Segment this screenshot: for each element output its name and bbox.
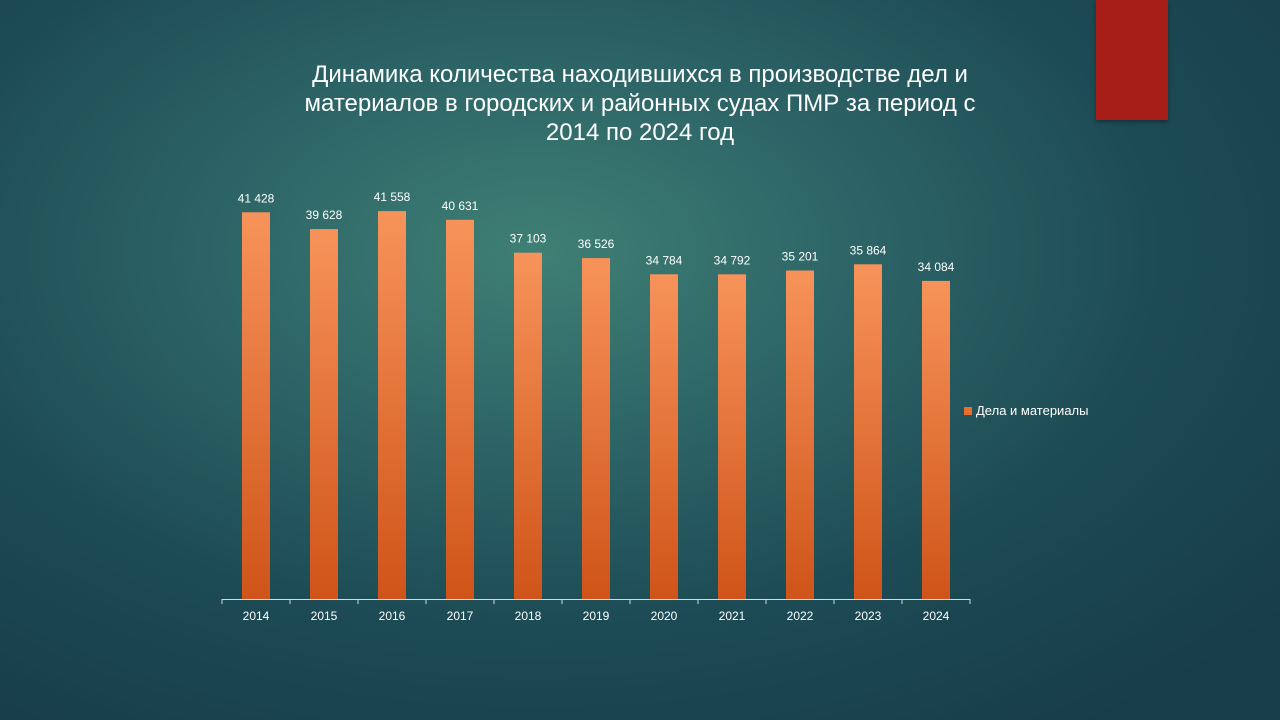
title-line-1: Динамика количества находившихся в произ…: [312, 61, 968, 88]
bar-2022: [786, 270, 814, 599]
bar-2017: [446, 219, 474, 600]
data-label-2024: 34 084: [918, 260, 955, 274]
bar-2020: [650, 274, 678, 599]
x-tick-label-2020: 2020: [651, 609, 678, 623]
x-tick-label-2014: 2014: [243, 609, 270, 623]
data-label-2019: 36 526: [578, 237, 615, 251]
x-tick-label-2022: 2022: [787, 609, 814, 623]
x-tick-label-2023: 2023: [855, 609, 882, 623]
bar-2014: [242, 212, 270, 600]
x-tick-label-2015: 2015: [311, 609, 338, 623]
legend-label: Дела и материалы: [976, 403, 1089, 418]
x-tick-label-2019: 2019: [583, 609, 610, 623]
data-label-2021: 34 792: [714, 253, 751, 267]
data-label-2016: 41 558: [374, 190, 411, 204]
bar-2023: [854, 264, 882, 599]
title-line-3: 2014 по 2024 год: [545, 119, 735, 146]
data-label-2023: 35 864: [850, 243, 887, 257]
x-tick-label-2018: 2018: [515, 609, 542, 623]
data-label-2020: 34 784: [646, 253, 683, 267]
bar-2018: [514, 252, 542, 599]
data-label-2022: 35 201: [782, 250, 819, 264]
data-labels-group: 41 428 39 628 41 558 40 631 37 103 36 526 34 7…: [238, 190, 955, 274]
x-tick-label-2016: 2016: [379, 609, 406, 623]
x-axis: 2014 2015 2016 2017 2018 2019 2020 2021 2022 2023…: [221, 599, 971, 623]
x-tick-label-2021: 2021: [719, 609, 746, 623]
legend: Дела и материалы: [964, 403, 1088, 418]
bar-2024: [922, 280, 950, 599]
data-label-2018: 37 103: [510, 232, 547, 246]
data-label-2015: 39 628: [306, 208, 343, 222]
title-line-2: материалов в городских и районных судах …: [304, 90, 976, 117]
data-label-2017: 40 631: [442, 199, 479, 213]
x-tick-label-2017: 2017: [447, 609, 474, 623]
bar-2021: [718, 274, 746, 599]
x-tick-label-2024: 2024: [923, 609, 950, 623]
data-label-2014: 41 428: [238, 191, 275, 205]
legend-swatch: [964, 406, 972, 415]
accent-tab: [1096, 0, 1168, 120]
slide-title: Динамика количества находившихся в произ…: [240, 60, 1040, 147]
bar-2019: [582, 258, 610, 599]
bars-group: [242, 211, 950, 600]
bar-2016: [378, 211, 406, 599]
bar-2015: [310, 229, 338, 599]
